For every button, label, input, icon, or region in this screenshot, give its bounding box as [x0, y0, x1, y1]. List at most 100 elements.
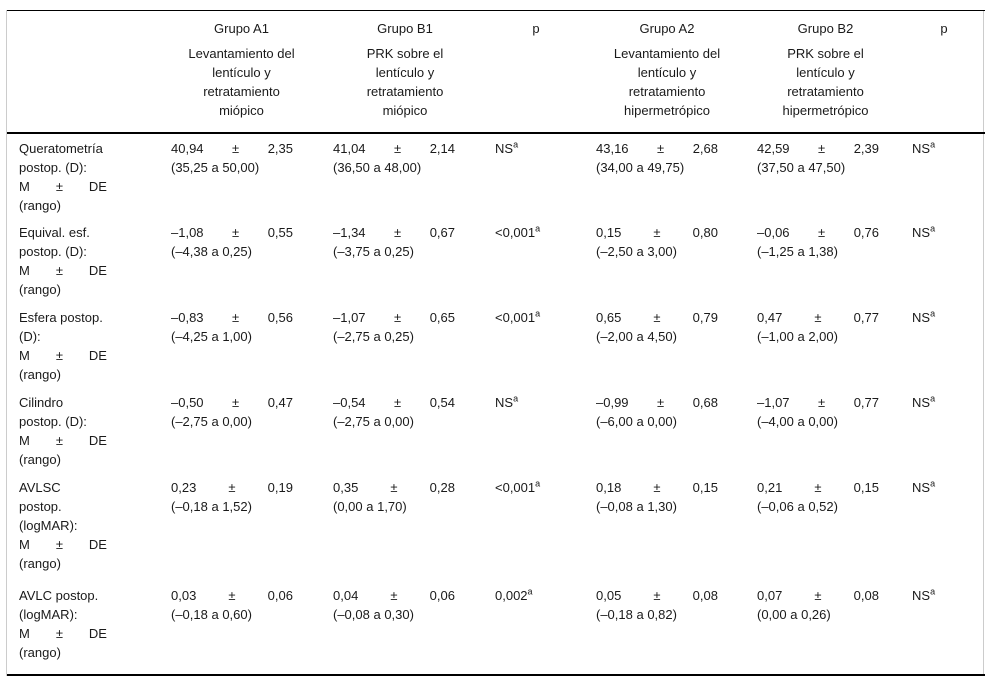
row-label: Esfera postop. (D):: [19, 310, 103, 344]
p-value-text: 0,002: [495, 588, 528, 603]
range-value: (–0,18 a 0,60): [171, 607, 252, 622]
mean-value: –0,99: [596, 395, 629, 410]
plus-minus-symbol: ±: [818, 225, 826, 240]
column-group-subtitle: Levantamiento del lentículo y retratamie…: [613, 46, 721, 118]
plus-minus-symbol: ±: [55, 348, 63, 363]
p-value-superscript: a: [930, 393, 936, 404]
plus-minus-symbol: ±: [653, 225, 661, 240]
value-cell-grupo-a1: 40,94 ± 2,35 (35,25 a 50,00): [159, 133, 324, 218]
p-value-cell-2: NSa: [903, 303, 985, 388]
range-line-label: (rango): [19, 367, 61, 382]
p-value-text: NS: [912, 310, 931, 325]
p-value-cell-1: <0,001a: [486, 473, 586, 581]
plus-minus-symbol: ±: [390, 480, 398, 495]
p-value-cell-2: NSa: [903, 388, 985, 473]
column-group-subtitle: PRK sobre el lentículo y retratamiento h…: [782, 46, 869, 118]
stat-line-label: M ± DE: [19, 177, 107, 196]
sd-value: 0,67: [429, 225, 455, 240]
plus-minus-symbol: ±: [232, 395, 240, 410]
stat-line-label: M ± DE: [19, 535, 107, 554]
plus-minus-symbol: ±: [390, 588, 398, 603]
p-value-superscript: a: [535, 308, 541, 319]
plus-minus-symbol: ±: [394, 141, 402, 156]
value-cell-grupo-b1: 41,04 ± 2,14 (36,50 a 48,00): [324, 133, 486, 218]
stat-line-label: M ± DE: [19, 346, 107, 365]
plus-minus-symbol: ±: [653, 588, 661, 603]
p-value: NSa: [912, 393, 936, 410]
mean-symbol: M: [19, 626, 30, 641]
column-group-title: Grupo B2: [797, 21, 854, 36]
plus-minus-symbol: ±: [228, 588, 236, 603]
p-value: NSa: [912, 223, 936, 240]
table-row: Queratometría postop. (D): M ± DE (rango…: [7, 133, 985, 218]
table-row: AVLC postop. (logMAR): M ± DE (rango) 0,…: [7, 581, 985, 675]
sd-value: 0,06: [429, 588, 455, 603]
value-cell-grupo-a1: –0,83 ± 0,56 (–4,25 a 1,00): [159, 303, 324, 388]
mean-sd-line: –1,34 ± 0,67: [333, 223, 455, 242]
sd-value: 0,47: [267, 395, 293, 410]
sd-value: 0,06: [267, 588, 293, 603]
column-group-title: Grupo A1: [214, 21, 269, 36]
p-value-cell-2: NSa: [903, 581, 985, 675]
mean-symbol: M: [19, 537, 30, 552]
value-cell-grupo-a1: 0,03 ± 0,06 (–0,18 a 0,60): [159, 581, 324, 675]
mean-sd-line: 41,04 ± 2,14: [333, 139, 455, 158]
sd-value: 0,56: [267, 310, 293, 325]
mean-sd-line: 40,94 ± 2,35: [171, 139, 293, 158]
sd-symbol: DE: [88, 179, 107, 194]
p-value-cell-1: <0,001a: [486, 218, 586, 303]
p-value-text: <0,001: [495, 310, 536, 325]
plus-minus-symbol: ±: [814, 588, 822, 603]
range-value: (–2,75 a 0,00): [171, 414, 252, 429]
value-cell-grupo-a1: –0,50 ± 0,47 (–2,75 a 0,00): [159, 388, 324, 473]
plus-minus-symbol: ±: [814, 480, 822, 495]
sd-symbol: DE: [88, 537, 107, 552]
mean-value: 0,03: [171, 588, 197, 603]
mean-sd-line: –0,99 ± 0,68: [596, 393, 718, 412]
p-value-cell-2: NSa: [903, 133, 985, 218]
value-cell-grupo-b1: 0,35 ± 0,28 (0,00 a 1,70): [324, 473, 486, 581]
p-value-superscript: a: [930, 223, 936, 234]
value-cell-grupo-a1: –1,08 ± 0,55 (–4,38 a 0,25): [159, 218, 324, 303]
value-cell-grupo-a1: 0,23 ± 0,19 (–0,18 a 1,52): [159, 473, 324, 581]
column-header-grupo-a2: Grupo A2 Levantamiento del lentículo y r…: [586, 11, 748, 134]
value-cell-grupo-a2: 0,05 ± 0,08 (–0,18 a 0,82): [586, 581, 748, 675]
mean-value: –0,50: [171, 395, 204, 410]
sd-value: 0,19: [267, 480, 293, 495]
range-value: (–4,38 a 0,25): [171, 244, 252, 259]
range-value: (–1,25 a 1,38): [757, 244, 838, 259]
p-value: NSa: [495, 140, 518, 156]
column-header-grupo-b1: Grupo B1 PRK sobre el lentículo y retrat…: [324, 11, 486, 134]
range-value: (37,50 a 47,50): [757, 160, 846, 175]
value-cell-grupo-b1: 0,04 ± 0,06 (–0,08 a 0,30): [324, 581, 486, 675]
mean-sd-line: –0,06 ± 0,76: [757, 223, 879, 242]
sd-symbol: DE: [88, 626, 107, 641]
row-label-cell: Equival. esf. postop. (D): M ± DE (rango…: [7, 218, 159, 303]
p-value-superscript: a: [930, 478, 936, 489]
sd-value: 2,68: [692, 141, 718, 156]
range-value: (34,00 a 49,75): [596, 160, 685, 175]
row-label: AVLC postop. (logMAR):: [19, 588, 99, 622]
range-value: (–0,06 a 0,52): [757, 499, 838, 514]
table-row: Equival. esf. postop. (D): M ± DE (rango…: [7, 218, 985, 303]
mean-value: –1,07: [757, 395, 790, 410]
sd-value: 0,15: [853, 480, 879, 495]
header-row: Grupo A1 Levantamiento del lentículo y r…: [7, 11, 985, 134]
p-value-text: NS: [912, 480, 931, 495]
sd-value: 0,08: [692, 588, 718, 603]
mean-sd-line: 43,16 ± 2,68: [596, 139, 718, 158]
sd-value: 0,77: [853, 395, 879, 410]
mean-symbol: M: [19, 348, 30, 363]
p-value-superscript: a: [930, 586, 936, 597]
sd-value: 2,14: [429, 141, 455, 156]
value-cell-grupo-b2: 42,59 ± 2,39 (37,50 a 47,50): [748, 133, 903, 218]
mean-sd-line: 0,18 ± 0,15: [596, 478, 718, 497]
column-header-grupo-a1: Grupo A1 Levantamiento del lentículo y r…: [159, 11, 324, 134]
p-value-cell-2: NSa: [903, 473, 985, 581]
range-value: (–6,00 a 0,00): [596, 414, 677, 429]
range-value: (–0,18 a 1,52): [171, 499, 252, 514]
mean-value: 0,21: [757, 480, 783, 495]
plus-minus-symbol: ±: [394, 310, 402, 325]
p-value-superscript: a: [535, 478, 541, 489]
mean-sd-line: 0,21 ± 0,15: [757, 478, 879, 497]
